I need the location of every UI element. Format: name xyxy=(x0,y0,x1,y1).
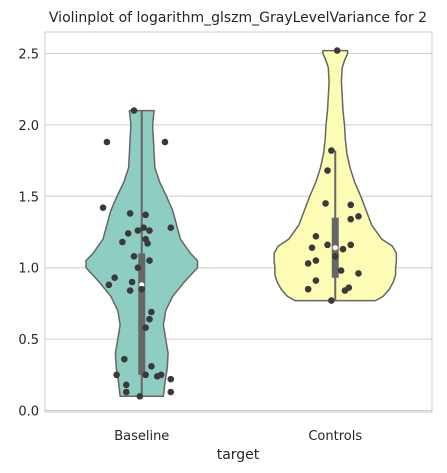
data-point xyxy=(331,252,339,260)
y-tick-label: 0.5 xyxy=(18,333,39,348)
plot-frame xyxy=(44,31,433,413)
data-point xyxy=(121,355,128,363)
data-point xyxy=(124,230,132,237)
data-point xyxy=(130,252,138,260)
data-point xyxy=(328,147,335,154)
data-point xyxy=(347,241,355,249)
median-marker xyxy=(332,245,338,251)
boxes xyxy=(138,110,339,397)
data-point xyxy=(126,287,134,294)
y-tick-label: 0.0 xyxy=(18,405,39,420)
data-point xyxy=(347,201,355,209)
y-tick-labels: 0.0 0.5 1.0 1.5 2.0 2.5 xyxy=(18,47,39,419)
data-point xyxy=(122,388,130,396)
box-iqr xyxy=(138,253,146,375)
data-point xyxy=(122,381,130,389)
data-point xyxy=(167,224,175,232)
data-point xyxy=(136,392,144,400)
data-point xyxy=(355,212,362,220)
data-point xyxy=(324,167,331,174)
data-point xyxy=(99,204,107,212)
y-tick-label: 2.5 xyxy=(18,47,39,62)
data-point xyxy=(355,270,362,277)
plot-area xyxy=(44,31,433,413)
data-point xyxy=(304,260,312,267)
data-point xyxy=(142,324,149,332)
data-point xyxy=(134,264,142,272)
data-point xyxy=(322,200,329,207)
violins xyxy=(85,49,398,398)
data-point xyxy=(130,107,138,114)
data-point xyxy=(103,138,111,146)
data-point xyxy=(146,315,153,323)
data-point xyxy=(113,371,120,379)
data-point xyxy=(324,241,331,249)
data-point xyxy=(312,257,320,264)
points xyxy=(99,47,362,400)
data-point xyxy=(337,267,345,274)
data-point xyxy=(146,227,153,234)
data-point xyxy=(126,210,134,217)
data-point xyxy=(134,227,142,234)
data-point xyxy=(148,362,155,370)
y-tick-label: 2.0 xyxy=(18,119,39,134)
data-point xyxy=(138,285,146,293)
x-tick-label: Baseline xyxy=(114,429,169,444)
data-point xyxy=(167,375,175,383)
y-tick-label: 1.0 xyxy=(18,262,39,277)
data-point xyxy=(333,47,341,54)
data-point xyxy=(105,281,113,289)
data-point xyxy=(153,372,161,380)
data-point xyxy=(167,388,175,396)
y-tick-label: 1.5 xyxy=(18,190,39,205)
x-tick-label: Controls xyxy=(308,429,362,444)
data-point xyxy=(128,278,136,286)
x-axis-label: target xyxy=(217,447,260,463)
data-point xyxy=(304,285,312,293)
data-point xyxy=(312,277,320,284)
data-point xyxy=(140,224,147,232)
data-point xyxy=(142,371,149,379)
data-point xyxy=(341,287,349,294)
data-point xyxy=(111,274,118,282)
data-point xyxy=(312,232,320,240)
data-point xyxy=(339,245,347,253)
data-point xyxy=(161,138,169,146)
data-point xyxy=(148,308,155,316)
data-point xyxy=(328,297,335,304)
data-point xyxy=(308,244,316,252)
chart-title: Violinplot of logarithm_glszm_GrayLevelV… xyxy=(49,10,427,26)
data-point xyxy=(119,238,126,246)
data-point xyxy=(146,257,153,264)
data-point xyxy=(144,240,151,247)
data-point xyxy=(142,211,149,219)
x-tick-labels: Baseline Controls xyxy=(114,429,362,444)
data-point xyxy=(347,215,355,223)
